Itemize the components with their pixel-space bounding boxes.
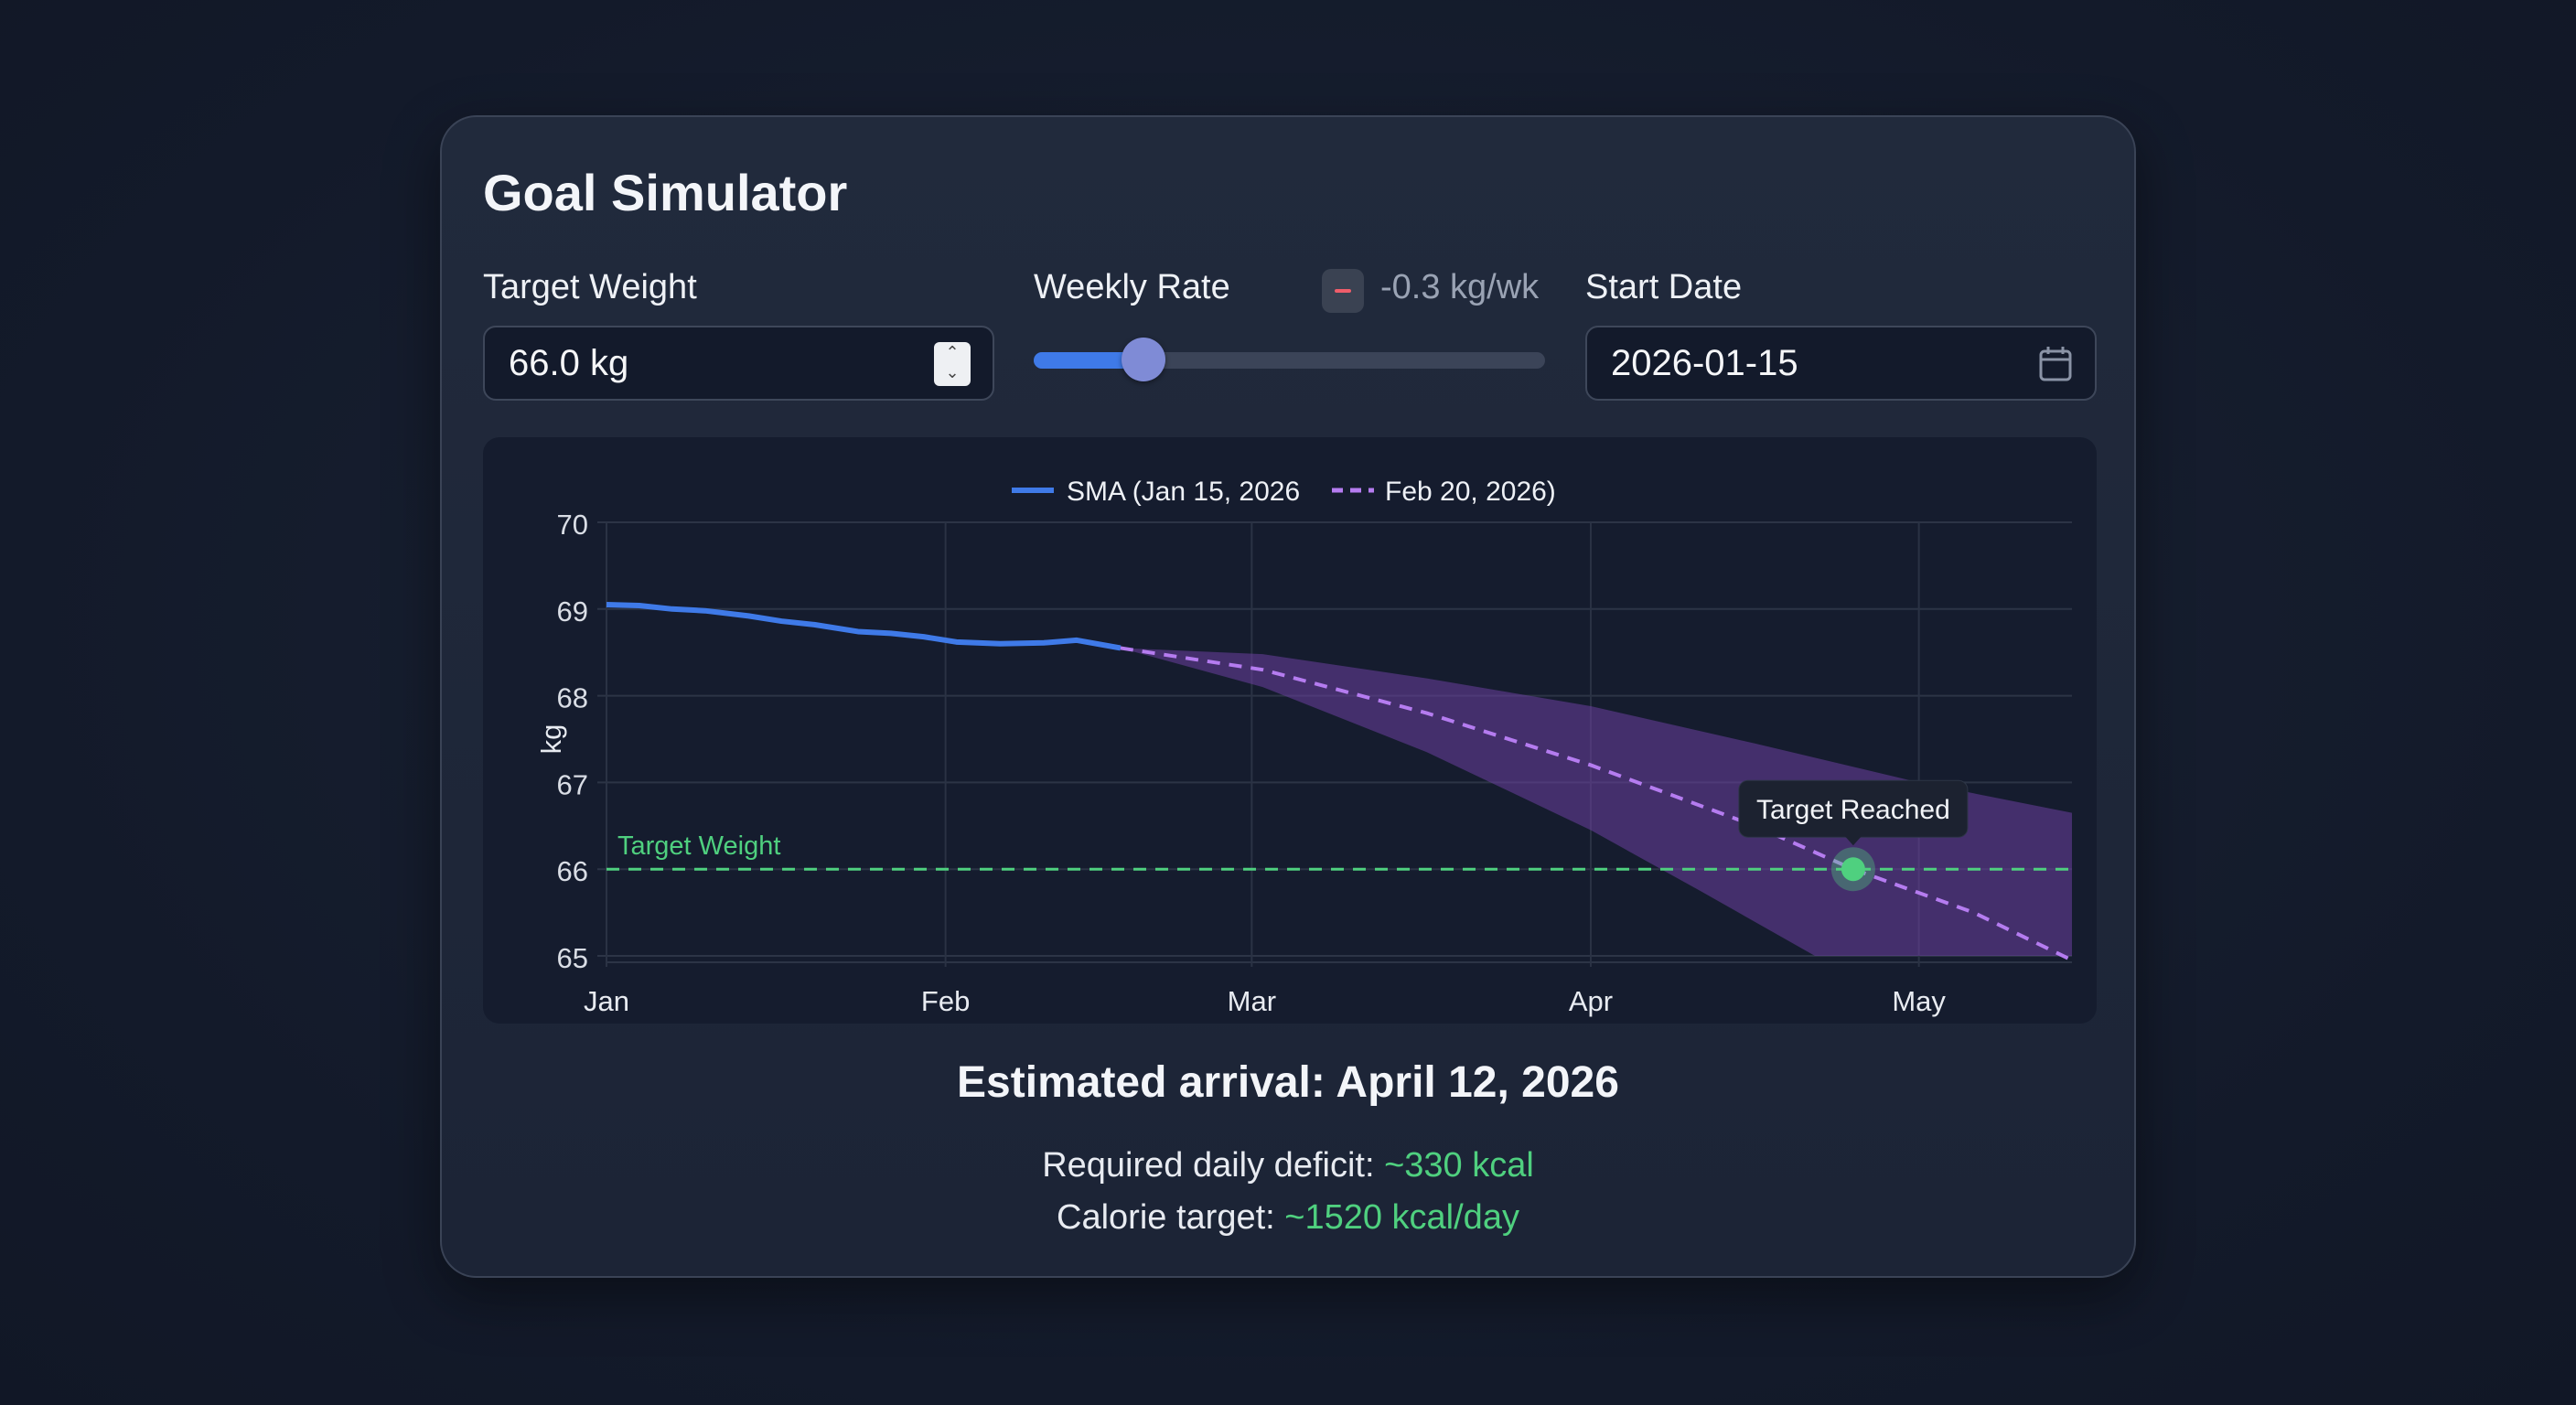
y-tick-label: 65	[557, 942, 588, 974]
tooltip-pointer	[1844, 836, 1862, 846]
weekly-rate-label: Weekly Rate	[1034, 268, 1230, 306]
target-reached-marker	[1841, 857, 1865, 882]
chart-panel: 70 69 68 67 66 65 Jan Feb Mar Apr May kg Target Weig…	[483, 437, 2097, 1024]
legend-sma-label: SMA (Jan 15, 2026	[1067, 477, 1300, 507]
y-tick-label: 66	[557, 855, 588, 887]
start-date-value: 2026-01-15	[1611, 343, 1798, 383]
x-tick-label: Mar	[1228, 985, 1276, 1017]
x-tick-label: Apr	[1569, 985, 1613, 1017]
estimated-arrival: Estimated arrival: April 12, 2026	[957, 1058, 1619, 1107]
x-tick-label: Feb	[921, 985, 970, 1017]
calorie-line: Calorie target: ~1520 kcal/day	[442, 1198, 2134, 1238]
confidence-band	[1120, 648, 2072, 956]
deficit-label: Required daily deficit:	[1042, 1146, 1385, 1185]
legend-projection-label: Feb 20, 2026)	[1385, 477, 1556, 507]
weekly-rate-value: -0.3 kg/wk	[1380, 268, 1540, 306]
calorie-value: ~1520 kcal/day	[1284, 1198, 1519, 1237]
sma-series-line	[606, 602, 1122, 651]
y-tick-label: 68	[557, 682, 588, 714]
stepper-icon[interactable]: ⌃ ⌄	[934, 342, 971, 386]
minus-icon	[1335, 289, 1351, 293]
calendar-icon[interactable]	[2038, 346, 2073, 382]
y-tick-label: 70	[557, 509, 588, 541]
weight-chart: 70 69 68 67 66 65 Jan Feb Mar Apr May kg Target Weig…	[535, 477, 2073, 1017]
y-tick-label: 67	[557, 768, 588, 800]
tooltip-text: Target Reached	[1756, 795, 1950, 825]
calorie-label: Calorie target:	[1057, 1198, 1285, 1237]
decrease-rate-button[interactable]	[1322, 269, 1364, 313]
deficit-value: ~330 kcal	[1384, 1146, 1534, 1185]
weekly-rate-slider[interactable]	[1034, 338, 1545, 381]
target-weight-label: Target Weight	[617, 831, 780, 861]
card-title: Goal Simulator	[483, 164, 848, 221]
start-date-input[interactable]: 2026-01-15	[1585, 326, 2097, 401]
goal-simulator-card: Goal Simulator Target Weight 66.0 kg ⌃ ⌄ …	[440, 115, 2136, 1278]
x-tick-label: Jan	[584, 985, 629, 1017]
y-tick-label: 69	[557, 595, 588, 627]
target-weight-value: 66.0 kg	[509, 343, 629, 383]
target-weight-label: Target Weight	[483, 268, 697, 306]
slider-thumb[interactable]	[1122, 338, 1166, 381]
projection-series-line	[1120, 646, 2073, 962]
start-date-label: Start Date	[1585, 268, 1743, 306]
slider-fill	[1034, 352, 1144, 369]
deficit-line: Required daily deficit: ~330 kcal	[442, 1146, 2134, 1185]
x-tick-label: May	[1892, 985, 1946, 1017]
target-weight-input[interactable]: 66.0 kg ⌃ ⌄	[483, 326, 994, 401]
y-axis-label: kg	[535, 724, 567, 755]
